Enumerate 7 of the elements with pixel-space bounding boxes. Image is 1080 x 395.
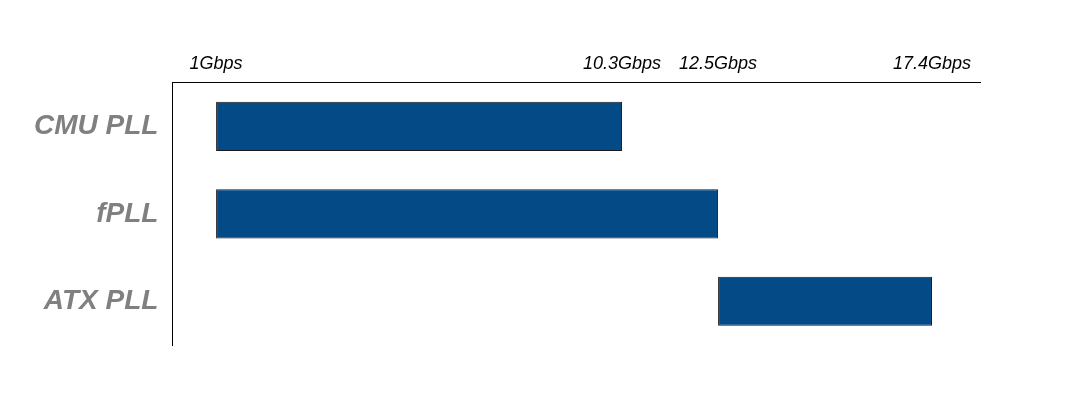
x-tick-label: 10.3Gbps	[583, 52, 662, 73]
y-tick-label: ATX PLL	[42, 283, 159, 315]
x-tick-label: 1Gbps	[189, 52, 243, 73]
x-tick-label: 17.4Gbps	[892, 52, 972, 73]
y-tick-label: fPLL	[96, 196, 159, 228]
x-tick-label: 12.5Gbps	[679, 52, 758, 73]
y-tick-label: CMU PLL	[33, 109, 159, 141]
